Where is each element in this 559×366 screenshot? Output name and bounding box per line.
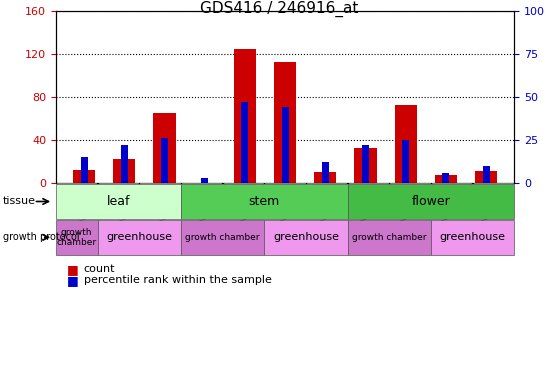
Text: ■: ■ [67, 263, 79, 276]
Text: greenhouse: greenhouse [106, 232, 172, 242]
Text: growth
chamber: growth chamber [56, 228, 97, 247]
Bar [362, 145, 369, 183]
Bar [161, 138, 168, 183]
Bar [482, 166, 490, 183]
Text: greenhouse: greenhouse [273, 232, 339, 242]
Text: flower: flower [411, 195, 451, 208]
Text: count: count [84, 264, 115, 274]
Bar [475, 171, 497, 183]
Bar [241, 102, 248, 183]
Bar [153, 113, 176, 183]
Text: growth chamber: growth chamber [186, 233, 260, 242]
Text: greenhouse: greenhouse [439, 232, 505, 242]
Bar [314, 172, 337, 183]
Bar [73, 170, 95, 183]
Bar [435, 175, 457, 183]
Bar [121, 145, 128, 183]
Text: tissue: tissue [3, 197, 36, 206]
Bar [442, 173, 449, 183]
Bar [234, 49, 256, 183]
Text: growth protocol: growth protocol [3, 232, 79, 242]
Bar [201, 178, 208, 183]
Bar [354, 147, 377, 183]
Text: stem: stem [249, 195, 280, 208]
Text: growth chamber: growth chamber [352, 233, 427, 242]
Bar [274, 61, 296, 183]
Bar [80, 157, 88, 183]
Bar [395, 105, 417, 183]
Text: ■: ■ [67, 274, 79, 287]
Text: percentile rank within the sample: percentile rank within the sample [84, 275, 272, 285]
Bar [113, 159, 135, 183]
Text: leaf: leaf [107, 195, 130, 208]
Text: GDS416 / 246916_at: GDS416 / 246916_at [200, 1, 359, 17]
Bar [322, 163, 329, 183]
Bar [402, 140, 409, 183]
Bar [282, 107, 288, 183]
